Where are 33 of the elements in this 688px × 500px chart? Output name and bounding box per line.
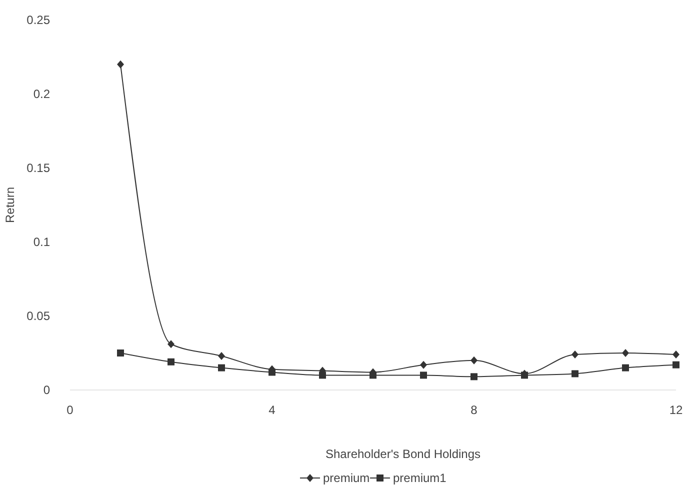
x-tick-label: 0 — [66, 403, 74, 417]
x-tick-label: 8 — [470, 403, 478, 417]
point — [218, 364, 225, 372]
x-tick-label: 4 — [268, 403, 276, 417]
point — [117, 350, 124, 356]
point — [319, 372, 326, 379]
y-axis-title: Return — [3, 186, 17, 224]
legend-label: premium1 — [393, 471, 447, 486]
point — [268, 368, 276, 376]
y-tick-label: 0.1 — [33, 235, 50, 250]
point — [672, 350, 680, 358]
point — [622, 364, 629, 372]
point — [370, 372, 376, 379]
point — [168, 340, 174, 348]
x-tick-label: 12 — [669, 403, 683, 417]
y-tick-label: 0.15 — [26, 161, 50, 176]
point — [470, 373, 478, 380]
y-tick-label: 0.25 — [26, 13, 50, 28]
y-tick-label: 0 — [43, 383, 50, 398]
x-axis-title: Shareholder's Bond Holdings — [325, 447, 481, 461]
point — [672, 361, 680, 368]
point — [470, 356, 478, 364]
point — [572, 350, 578, 358]
point — [420, 372, 427, 379]
point — [622, 349, 629, 357]
point — [117, 60, 124, 68]
point — [168, 358, 174, 366]
y-tick-label: 0.05 — [26, 309, 50, 324]
point — [420, 360, 427, 369]
y-tick-label: 0.2 — [33, 87, 50, 102]
legend-label: premium — [323, 471, 370, 486]
point — [218, 352, 225, 360]
point — [572, 370, 578, 378]
